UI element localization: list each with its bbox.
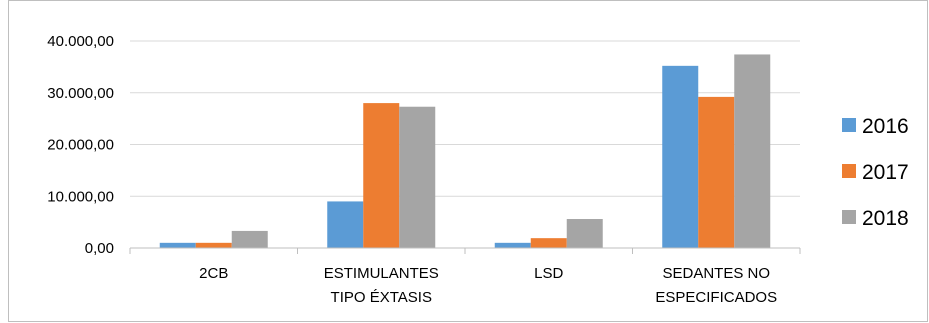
legend: 2016 2017 2018 — [842, 115, 909, 230]
y-tick-label: 40.000,00 — [47, 33, 114, 50]
y-tick-label: 10.000,00 — [47, 188, 114, 205]
y-tick-label: 30.000,00 — [47, 85, 114, 102]
bar-2017-0 — [195, 242, 232, 248]
y-tick-label: 0,00 — [85, 240, 114, 257]
legend-swatch-2016 — [842, 118, 856, 132]
legend-swatch-2018 — [842, 210, 856, 224]
legend-label-2017: 2017 — [862, 161, 909, 184]
bar-2016-0 — [159, 242, 196, 248]
category-label: SEDANTES NO — [662, 265, 770, 282]
axes — [129, 247, 801, 254]
bar-2017-1 — [363, 103, 400, 248]
bar-2016-2 — [494, 242, 531, 248]
category-label: ESPECIFICADOS — [655, 289, 777, 306]
legend-label-2018: 2018 — [862, 207, 909, 230]
legend-swatch-2017 — [842, 164, 856, 178]
bar-2017-3 — [698, 96, 735, 248]
bar-2018-3 — [734, 54, 771, 248]
bar-2016-3 — [662, 65, 699, 248]
bar-2018-1 — [399, 106, 436, 248]
bar-2017-2 — [530, 238, 567, 248]
y-tick-labels: 0,00 10.000,00 20.000,00 30.000,00 40.000,00 — [47, 33, 114, 257]
category-label: LSD — [534, 265, 563, 282]
chart-frame — [8, 0, 928, 322]
legend-label-2016: 2016 — [862, 115, 909, 138]
y-tick-label: 20.000,00 — [47, 137, 114, 154]
bar-2016-1 — [327, 201, 364, 248]
bar-2018-0 — [231, 230, 268, 248]
bars — [159, 54, 771, 248]
category-labels: 2CB ESTIMULANTES TIPO ÉXTASIS LSD SEDANTES N… — [199, 265, 777, 306]
category-label: TIPO ÉXTASIS — [331, 289, 432, 306]
category-label: 2CB — [199, 265, 228, 282]
category-label: ESTIMULANTES — [324, 265, 439, 282]
bar-2018-2 — [566, 219, 603, 248]
